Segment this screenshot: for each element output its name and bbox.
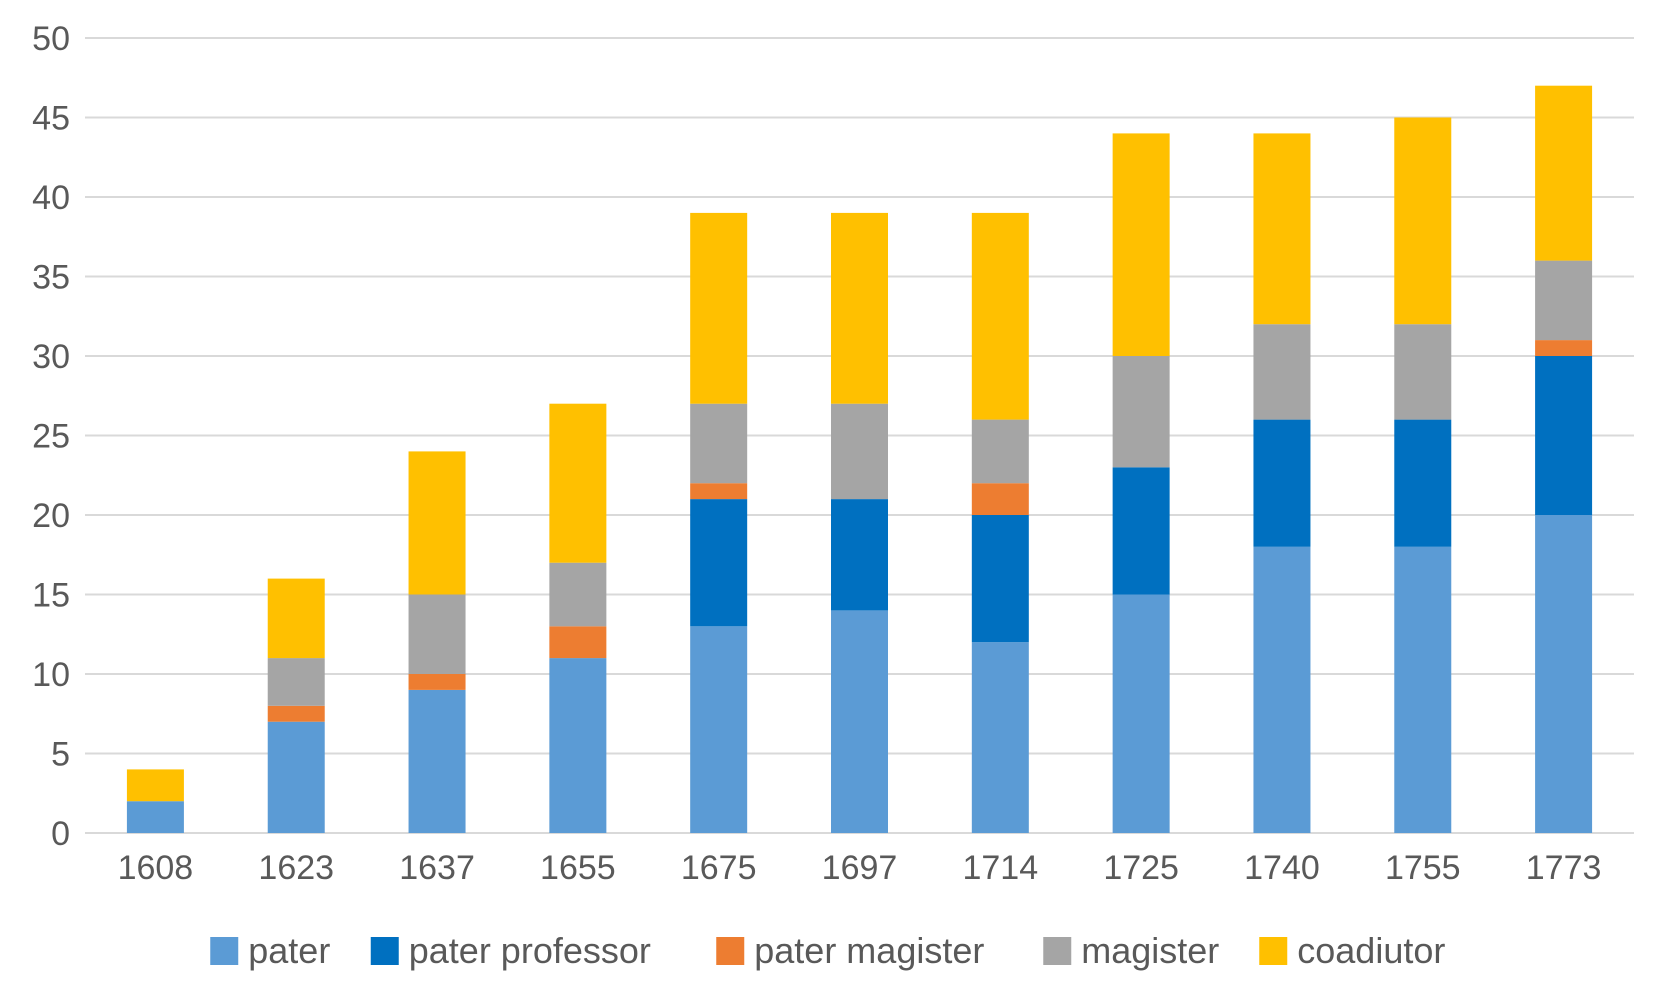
bar-segment <box>1253 324 1311 420</box>
bar-segment <box>690 626 748 833</box>
x-tick-label: 1675 <box>681 849 757 887</box>
bar-segment <box>1535 85 1593 261</box>
bar-segment <box>267 705 325 722</box>
bar-segment <box>1112 467 1170 595</box>
x-tick-label: 1637 <box>399 849 475 887</box>
bar-segment <box>690 483 748 500</box>
bar-segment <box>267 658 325 706</box>
bar-segment <box>408 674 466 690</box>
legend-item: magister <box>1043 930 1219 971</box>
bar-segment <box>690 403 748 484</box>
legend-item: pater magister <box>716 930 984 971</box>
bar-segment <box>1535 340 1593 356</box>
legend-swatch <box>370 937 399 965</box>
bar-segment <box>408 689 466 833</box>
bars <box>126 85 1593 833</box>
bar-segment <box>1394 419 1452 547</box>
legend: pater pater professor pater magister magist… <box>210 930 1445 971</box>
bar-segment <box>690 212 748 404</box>
y-tick-label: 30 <box>32 338 70 376</box>
x-tick-label: 1655 <box>540 849 616 887</box>
y-tick-label: 15 <box>32 577 70 615</box>
x-tick-label: 1697 <box>822 849 898 887</box>
y-axis-ticks: 0 5 10 15 20 25 30 35 40 45 50 <box>32 20 70 853</box>
y-tick-label: 0 <box>51 815 70 853</box>
bar-segment <box>1535 356 1593 515</box>
legend-swatch <box>210 937 239 965</box>
bar-segment <box>1253 133 1311 325</box>
x-tick-label: 1608 <box>118 849 194 887</box>
bar-segment <box>1253 546 1311 833</box>
y-tick-label: 45 <box>32 100 70 138</box>
bar-segment <box>1535 515 1593 833</box>
y-tick-label: 35 <box>32 259 70 297</box>
bar-segment <box>267 578 325 659</box>
bar-segment <box>1535 260 1593 341</box>
bar-segment <box>831 499 888 611</box>
x-tick-label: 1623 <box>258 849 334 887</box>
bar-segment <box>971 642 1029 833</box>
bar-segment <box>126 801 184 833</box>
bar-segment <box>1112 594 1170 833</box>
legend-swatch <box>1043 937 1072 965</box>
bar-segment <box>549 658 607 833</box>
y-tick-label: 10 <box>32 656 70 694</box>
y-tick-label: 5 <box>51 736 70 774</box>
bar-segment <box>408 594 466 674</box>
legend-label: pater magister <box>754 930 984 971</box>
bar-segment <box>831 610 888 833</box>
x-tick-label: 1725 <box>1103 849 1179 887</box>
y-tick-label: 50 <box>32 20 70 58</box>
y-tick-label: 25 <box>32 418 70 456</box>
x-axis-ticks: 1608 1623 1637 1655 1675 1697 1714 1725 1740 1755… <box>118 849 1602 887</box>
bar-segment <box>267 721 325 833</box>
x-tick-label: 1755 <box>1385 849 1461 887</box>
bar-segment <box>549 403 607 563</box>
y-tick-label: 40 <box>32 179 70 217</box>
bar-segment <box>831 403 888 500</box>
legend-swatch <box>716 937 745 965</box>
x-tick-label: 1773 <box>1526 849 1602 887</box>
legend-label: magister <box>1081 930 1219 971</box>
legend-swatch <box>1259 937 1288 965</box>
x-tick-label: 1740 <box>1244 849 1320 887</box>
bar-segment <box>1394 546 1452 833</box>
legend-label: pater <box>248 930 330 971</box>
bar-segment <box>1112 356 1170 468</box>
bar-segment <box>1112 133 1170 356</box>
bar-segment <box>549 626 607 659</box>
legend-label: pater professor <box>409 930 651 971</box>
bar-segment <box>1253 419 1311 547</box>
bar-segment <box>831 212 888 404</box>
bar-segment <box>971 483 1029 515</box>
bar-segment <box>1394 117 1452 325</box>
bar-segment <box>971 515 1029 643</box>
legend-item: pater <box>210 930 330 971</box>
bar-segment <box>690 499 748 627</box>
bar-segment <box>971 212 1029 420</box>
legend-label: coadiutor <box>1297 930 1445 971</box>
bar-segment <box>1394 324 1452 420</box>
y-tick-label: 20 <box>32 497 70 535</box>
legend-item: coadiutor <box>1259 930 1445 971</box>
bar-segment <box>408 451 466 595</box>
bar-segment <box>126 769 184 802</box>
bar-segment <box>971 419 1029 484</box>
x-tick-label: 1714 <box>962 849 1038 887</box>
bar-segment <box>549 562 607 627</box>
legend-item: pater professor <box>370 930 651 971</box>
